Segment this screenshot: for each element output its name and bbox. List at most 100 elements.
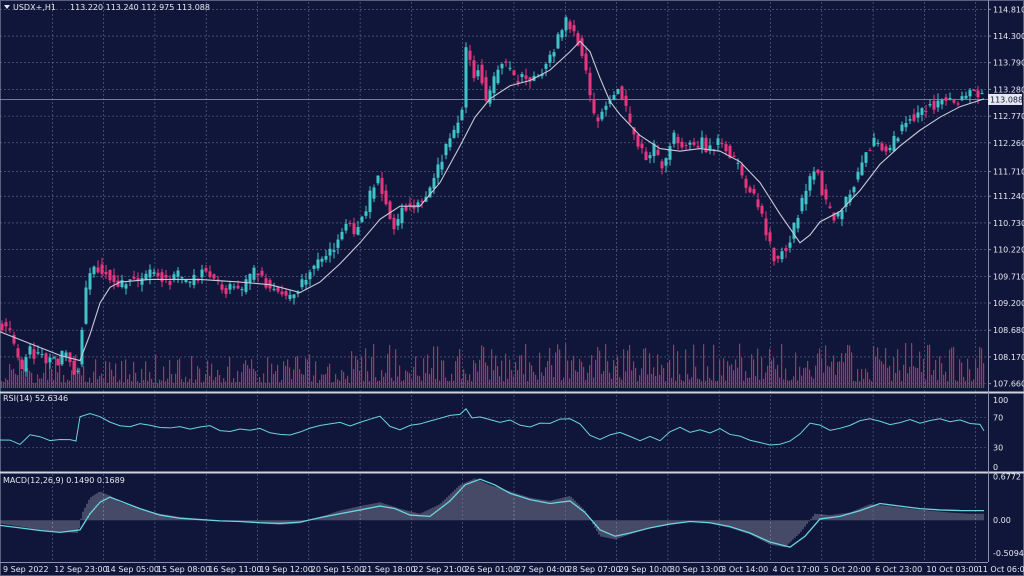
volume-bar [289, 367, 291, 388]
candle [584, 46, 588, 75]
volume-bar [43, 372, 45, 388]
candle-body [220, 284, 224, 290]
x-tick-label: 4 Oct 17:00 [773, 565, 820, 574]
volume-bar [967, 358, 969, 388]
candle [188, 280, 192, 288]
volume-bar [19, 356, 21, 388]
volume-bar [73, 369, 75, 388]
candle-body [284, 291, 288, 296]
volume-bar [703, 344, 705, 388]
volume-bar [433, 346, 435, 388]
candle [260, 267, 264, 278]
candle-body [456, 122, 460, 134]
candle-body [704, 137, 708, 153]
candle [128, 279, 132, 287]
candle-body [636, 134, 640, 147]
candle [92, 265, 96, 278]
candle-body [764, 218, 768, 236]
candle-body [24, 357, 28, 372]
volume-bar [831, 361, 833, 388]
y-tick-label: 112.260 [993, 139, 1024, 148]
volume-bar [303, 374, 305, 388]
candle-body [328, 248, 332, 256]
candle-body [372, 187, 376, 199]
candle-body [916, 112, 920, 118]
candle-body [68, 352, 72, 363]
volume-bar [293, 369, 295, 388]
candle-body [580, 38, 584, 56]
candle [44, 352, 48, 364]
volume-bar [327, 366, 329, 388]
volume-bar [671, 377, 673, 388]
candle-body [332, 250, 336, 252]
volume-bar [933, 369, 935, 388]
rsi-tick-label: 30 [993, 444, 1003, 453]
candle-body [308, 272, 312, 280]
candle [644, 147, 648, 161]
x-tick-label: 15 Sep 08:00 [157, 565, 210, 574]
candle-body [148, 269, 152, 278]
volume-bar [253, 368, 255, 388]
candle-body [972, 89, 976, 91]
volume-bar [235, 382, 237, 388]
candle-body [180, 277, 184, 279]
volume-bar [323, 374, 325, 388]
candle-body [872, 137, 876, 146]
volume-bar [445, 377, 447, 388]
volume-bar [101, 373, 103, 388]
candle [888, 144, 892, 153]
candle [516, 74, 520, 87]
volume-bar [435, 379, 437, 388]
moving-average [0, 40, 985, 362]
volume-bar [211, 363, 213, 388]
volume-bar [347, 375, 349, 388]
candle-body [528, 77, 532, 82]
candle [640, 138, 644, 154]
volume-bar [615, 365, 617, 388]
volume-bar [187, 381, 189, 388]
candle-body [768, 232, 772, 242]
candle [252, 265, 256, 283]
candle-body [400, 207, 404, 224]
candle-body [684, 145, 688, 147]
dropdown-triangle-icon[interactable] [4, 5, 10, 9]
volume-bar [33, 382, 35, 388]
volume-bar [27, 367, 29, 388]
volume-bar [333, 382, 335, 388]
candle-body [796, 218, 800, 229]
volume-bar [613, 359, 615, 388]
volume-bar [477, 371, 479, 388]
candle [484, 70, 488, 103]
volume-bar [529, 362, 531, 388]
volume-bar [707, 366, 709, 388]
volume-bar [397, 376, 399, 388]
candle-body [860, 162, 864, 176]
volume-bar [447, 381, 449, 388]
volume-bar [197, 366, 199, 388]
candle [296, 290, 300, 298]
candle-body [168, 281, 172, 285]
candle-body [908, 119, 912, 121]
volume-bar [419, 376, 421, 388]
volume-bar [287, 359, 289, 388]
volume-bar [217, 369, 219, 388]
candle [824, 184, 828, 205]
candle-body [436, 164, 440, 178]
volume-bar [859, 381, 861, 388]
candle-body [732, 155, 736, 157]
candle [460, 107, 464, 121]
volume-bar [431, 367, 433, 388]
volume-bar [31, 372, 33, 388]
volume-bar [93, 371, 95, 388]
candle [476, 64, 480, 80]
volume-bar [319, 379, 321, 388]
volume-bar [219, 374, 221, 388]
candle [472, 55, 476, 82]
candle [884, 143, 888, 156]
volume-bar [389, 344, 391, 388]
candle [372, 184, 376, 203]
candle-body [896, 138, 900, 142]
candle-body [752, 189, 756, 194]
volume-bar [571, 360, 573, 388]
